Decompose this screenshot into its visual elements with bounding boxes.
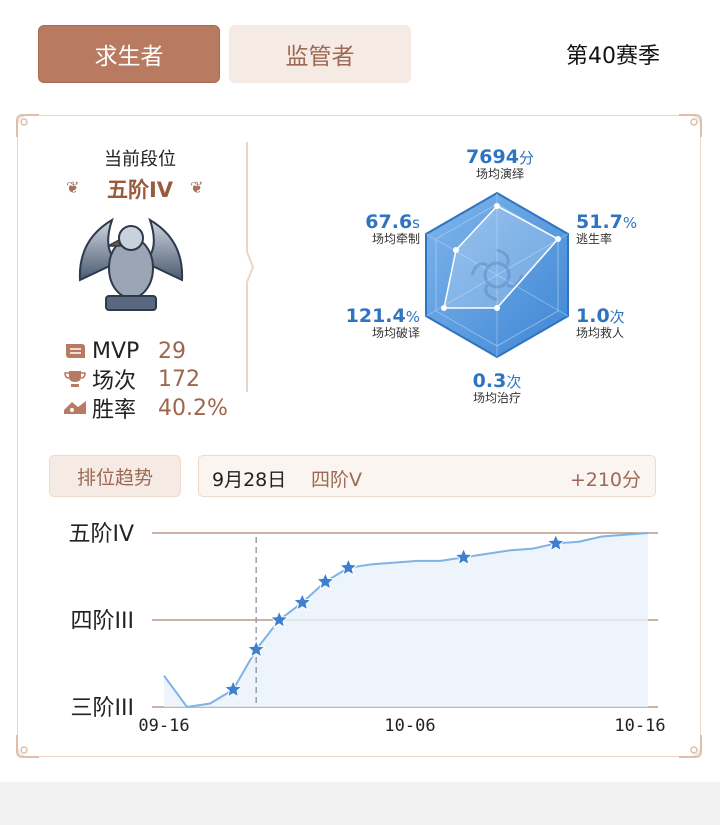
radar-label-bottom-right: 1.0次 场均救人 <box>568 306 648 340</box>
radar-value: 121.4 <box>345 305 406 327</box>
corner-ornament-icon <box>679 114 702 137</box>
tab-survivor-label: 求生者 <box>94 44 164 70</box>
rank-trend-chart[interactable]: 三阶III 四阶III 五阶IV 09-16 10-06 10-16 <box>40 505 680 740</box>
radar-caption: 场均破译 <box>371 325 420 340</box>
trend-selected-date: 9月28日 <box>212 469 287 491</box>
radar-hexagon <box>425 191 569 359</box>
stat-label: 胜率 <box>92 398 137 423</box>
radar-unit: % <box>405 308 420 326</box>
trend-info-bar: 9月28日 四阶V +210分 <box>198 455 656 497</box>
x-tick-label: 10-06 <box>384 716 435 736</box>
radar-caption: 场均牵制 <box>371 231 420 246</box>
bottom-bar <box>0 782 720 825</box>
trend-selected-score: +210分 <box>569 469 641 491</box>
stat-value: 172 <box>158 366 200 392</box>
radar-caption: 逃生率 <box>576 231 613 246</box>
radar-caption: 场均救人 <box>576 325 625 340</box>
trophy-icon <box>64 371 86 387</box>
trend-selected-rank: 四阶V <box>311 469 362 491</box>
tab-survivor[interactable]: 求生者 <box>38 25 220 83</box>
stat-label: 场次 <box>92 369 137 394</box>
x-tick-label: 09-16 <box>138 716 189 736</box>
stat-label: MVP <box>92 338 140 364</box>
tab-hunter[interactable]: 监管者 <box>229 25 411 83</box>
radar-value: 1.0 <box>576 305 610 327</box>
corner-ornament-icon <box>16 735 39 758</box>
radar-label-top-right: 51.7% 逃生率 <box>568 212 648 246</box>
tab-hunter-label: 监管者 <box>285 44 355 70</box>
winrate-icon <box>64 401 86 414</box>
stat-value: 40.2% <box>158 395 228 421</box>
scroll-icon <box>66 344 85 358</box>
radar-unit: 次 <box>506 373 522 391</box>
stat-matches: 场次 172 <box>62 365 200 394</box>
stat-mvp: MVP 29 <box>62 337 186 365</box>
rank-emblem-griffin-icon <box>78 217 184 311</box>
data-point-star <box>546 533 566 552</box>
radar-unit: 次 <box>609 308 625 326</box>
laurel-right-icon: ❦ <box>190 178 204 197</box>
x-tick-label: 10-16 <box>614 716 665 736</box>
rank-name: 五阶IV <box>106 178 174 202</box>
radar-label-bottom-left: 121.4% 场均破译 <box>330 306 420 340</box>
data-point-star <box>269 609 290 629</box>
radar-unit: s <box>412 214 420 232</box>
rank-title: 当前段位 <box>104 149 176 170</box>
data-point-star <box>453 547 474 566</box>
season-label: 第40赛季 <box>566 44 660 69</box>
corner-ornament-icon <box>679 735 702 758</box>
data-point-star <box>246 639 266 658</box>
radar-unit: 分 <box>518 149 534 167</box>
radar-emblem-icon <box>470 248 524 302</box>
rank-trend-button[interactable]: 排位趋势 <box>49 455 181 497</box>
radar-value: 51.7 <box>576 211 623 233</box>
laurel-left-icon: ❦ <box>66 178 80 197</box>
radar-label-top-left: 67.6s 场均牵制 <box>330 212 420 246</box>
radar-caption: 场均演绎 <box>475 166 524 181</box>
data-point-star <box>338 557 359 577</box>
radar-value: 7694 <box>466 146 519 168</box>
radar-label-bottom: 0.3次 场均治疗 <box>447 371 547 405</box>
stat-winrate: 胜率 40.2% <box>62 394 228 423</box>
series-line <box>163 532 649 709</box>
y-tick-label: 三阶III <box>71 696 134 721</box>
area-fill <box>164 533 648 707</box>
y-tick-label: 四阶III <box>71 609 134 634</box>
radar-label-top: 7694分 场均演绎 <box>450 147 550 181</box>
radar-unit: % <box>622 214 638 232</box>
rank-trend-label: 排位趋势 <box>76 466 153 489</box>
data-point-star <box>315 571 336 591</box>
corner-ornament-icon <box>16 114 39 137</box>
data-point-star <box>292 592 313 611</box>
stat-value: 29 <box>158 338 186 364</box>
radar-value: 67.6 <box>365 211 413 233</box>
radar-value: 0.3 <box>472 370 507 392</box>
section-divider <box>246 142 254 392</box>
y-tick-label: 五阶IV <box>68 522 134 547</box>
radar-caption: 场均治疗 <box>472 390 521 405</box>
data-point-star <box>223 679 243 698</box>
